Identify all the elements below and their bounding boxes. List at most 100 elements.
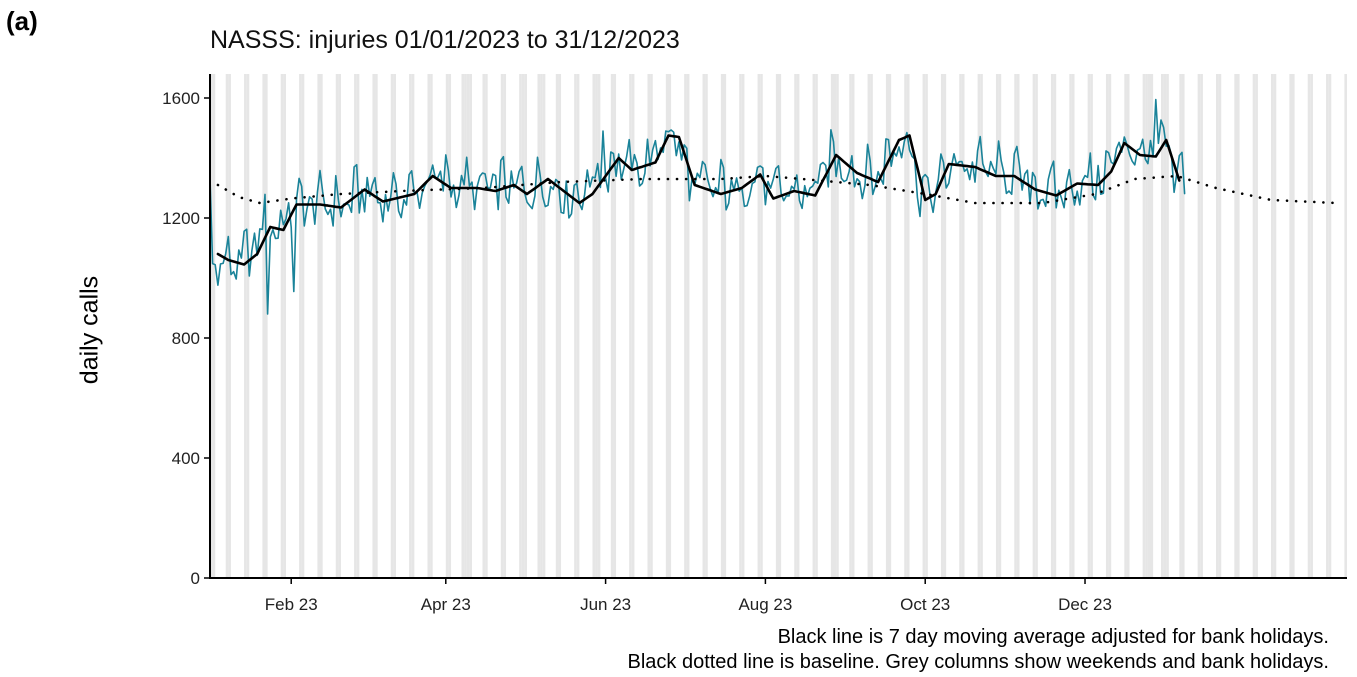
shade-column: [320, 74, 323, 578]
shade-column: [246, 74, 250, 578]
shade-column: [521, 74, 525, 578]
shade-column: [1218, 74, 1222, 578]
shade-column: [922, 74, 926, 578]
shade-column: [757, 74, 761, 578]
shade-column: [540, 74, 543, 578]
x-tick-label: Oct 23: [900, 595, 950, 614]
shade-column: [1166, 74, 1169, 578]
x-tick-label: Aug 23: [738, 595, 792, 614]
series-line-baseline-dotted: [216, 174, 1338, 205]
shade-column: [977, 74, 981, 578]
shade-column: [867, 74, 871, 578]
shade-column: [301, 74, 305, 578]
shade-column: [1147, 74, 1151, 578]
shade-column: [427, 74, 431, 578]
shade-column: [1145, 74, 1148, 578]
shade-column: [576, 74, 580, 578]
x-tick-label: Jun 23: [580, 595, 631, 614]
shade-column: [592, 74, 596, 578]
shade-column: [503, 74, 507, 578]
shade-column: [1234, 74, 1237, 578]
shade-column: [430, 74, 433, 578]
shade-column: [1050, 74, 1054, 578]
shade-column: [705, 74, 708, 578]
shade-column: [796, 74, 800, 578]
shade-column: [335, 74, 339, 578]
shade-column: [595, 74, 598, 578]
shade-column: [225, 74, 229, 578]
y-tick-label: 0: [191, 569, 200, 588]
shade-column: [469, 74, 472, 578]
shade-column: [461, 74, 465, 578]
shade-column: [1291, 74, 1295, 578]
axis-layer: 0 400 800 1200 1600 Feb 23 Apr 23 Jun 23 Aug 23 O…: [162, 74, 1347, 614]
shade-column: [597, 74, 601, 578]
shade-column: [1200, 74, 1203, 578]
shade-column: [283, 74, 286, 578]
shade-column: [466, 74, 470, 578]
shade-column: [959, 74, 962, 578]
series-layer: [209, 98, 1338, 315]
shade-column: [555, 74, 559, 578]
shade-column: [210, 74, 213, 578]
series-line-daily: [209, 98, 1186, 315]
shade-column: [1326, 74, 1329, 578]
shade-column: [1069, 74, 1072, 578]
shade-column: [943, 74, 947, 578]
shade-column: [1150, 74, 1154, 578]
shade-column: [299, 74, 302, 578]
shade-column: [390, 74, 394, 578]
shade-column: [338, 74, 341, 578]
shade-column: [485, 74, 488, 578]
shade-column: [393, 74, 397, 578]
shade-column: [1160, 74, 1164, 578]
shade-column: [906, 74, 910, 578]
shade-column: [317, 74, 321, 578]
y-tick-label: 800: [172, 329, 200, 348]
shade-column: [1124, 74, 1127, 578]
x-tick-label: Feb 23: [265, 595, 318, 614]
shade-column: [668, 74, 672, 578]
shade-column: [500, 74, 504, 578]
shade-column: [812, 74, 816, 578]
shade-column: [1216, 74, 1219, 578]
shade-column: [519, 74, 522, 578]
shade-column: [1236, 74, 1240, 578]
shade-column: [1289, 74, 1292, 578]
shade-column: [741, 74, 745, 578]
shade-column: [1255, 74, 1258, 578]
shade-column: [925, 74, 928, 578]
shade-column: [961, 74, 965, 578]
shade-column: [885, 74, 889, 578]
shade-column: [1108, 74, 1112, 578]
shade-column: [1328, 74, 1332, 578]
chart-title: NASSS: injuries 01/01/2023 to 31/12/2023: [210, 26, 680, 54]
shade-column: [613, 74, 617, 578]
shade-column: [262, 74, 266, 578]
shade-column: [830, 74, 834, 578]
shade-column: [1087, 74, 1091, 578]
shade-column: [980, 74, 983, 578]
shade-column: [1197, 74, 1201, 578]
shade-column: [1181, 74, 1185, 578]
x-tick-label: Dec 23: [1058, 595, 1112, 614]
shade-column: [280, 74, 284, 578]
shade-column: [1126, 74, 1130, 578]
shade-column: [1271, 74, 1274, 578]
shade-column: [686, 74, 690, 578]
shade-column: [372, 74, 376, 578]
shade-column: [482, 74, 486, 578]
y-tick-label: 1200: [162, 209, 200, 228]
shade-column: [1053, 74, 1057, 578]
shade-column: [409, 74, 412, 578]
x-tick-label: Apr 23: [421, 595, 471, 614]
shade-column: [1105, 74, 1109, 578]
shade-column: [888, 74, 892, 578]
shade-column: [629, 74, 632, 578]
shade-column: [558, 74, 562, 578]
shade-column: [354, 74, 357, 578]
shade-column: [1344, 74, 1347, 578]
shade-column: [833, 74, 837, 578]
y-tick-label: 1600: [162, 89, 200, 108]
